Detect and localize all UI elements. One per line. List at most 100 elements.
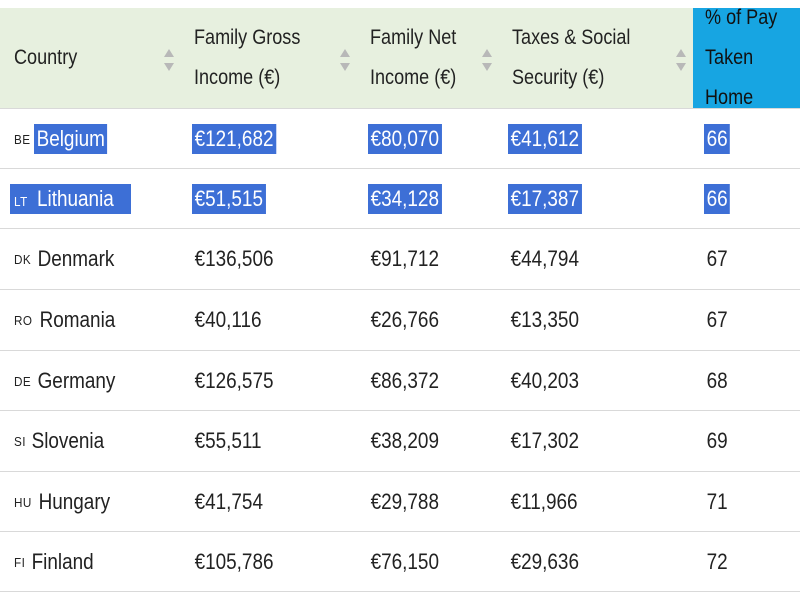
net-cell: €91,712: [368, 229, 454, 289]
gross-value: €41,754: [194, 489, 263, 514]
taxes-cell: €41,612: [508, 109, 594, 169]
table-row[interactable]: DE Germany €126,575 €86,372 €40,203 68: [0, 350, 800, 410]
net-value: €80,070: [368, 124, 442, 154]
net-value: €26,766: [370, 307, 439, 332]
net-value: €29,788: [370, 489, 439, 514]
country-name: Hungary: [38, 489, 110, 514]
column-header-label: Taxes & Social Security (€): [512, 26, 631, 89]
pct-cell: 66: [704, 109, 734, 169]
column-header-label: Family Net Income (€): [370, 26, 457, 89]
column-header-taxes[interactable]: Taxes & Social Security (€): [498, 8, 693, 108]
pct-cell: 71: [704, 472, 734, 532]
gross-value: €121,682: [192, 124, 277, 154]
taxes-value: €41,612: [508, 124, 582, 154]
gross-cell: €126,575: [192, 351, 290, 411]
pct-value: 71: [706, 489, 728, 514]
gross-value: €40,116: [194, 307, 262, 332]
taxes-value: €17,387: [508, 184, 582, 214]
country-cell: BE Belgium: [14, 109, 120, 169]
taxes-value: €44,794: [510, 246, 579, 271]
net-value: €34,128: [368, 184, 442, 214]
country-cell: LT Lithuania: [10, 169, 131, 229]
table-row[interactable]: LT Lithuania €51,515 €34,128 €17,387 66: [0, 168, 800, 228]
net-cell: €86,372: [368, 351, 454, 411]
pct-cell: 66: [704, 169, 734, 229]
net-cell: €29,788: [368, 472, 454, 532]
net-cell: €38,209: [368, 411, 454, 471]
taxes-cell: €29,636: [508, 532, 594, 592]
country-name: Slovenia: [31, 428, 105, 453]
taxes-value: €13,350: [510, 307, 579, 332]
table-bottom-border: [0, 591, 800, 592]
country-name: Denmark: [37, 246, 115, 271]
gross-value: €55,511: [194, 428, 262, 453]
country-code: SI: [14, 433, 26, 449]
country-cell: DE Germany: [14, 351, 132, 411]
net-value: €38,209: [370, 428, 439, 453]
table-row[interactable]: BE Belgium €121,682 €80,070 €41,612 66: [0, 108, 800, 168]
country-cell: DK Denmark: [14, 229, 130, 289]
gross-cell: €121,682: [192, 109, 290, 169]
net-value: €86,372: [370, 368, 439, 393]
country-code: BE: [14, 131, 31, 147]
taxes-cell: €11,966: [508, 472, 592, 532]
gross-value: €126,575: [194, 368, 274, 393]
sort-arrows-icon[interactable]: [339, 46, 351, 74]
table-row[interactable]: RO Romania €40,116 €26,766 €13,350 67: [0, 289, 800, 349]
country-cell: HU Hungary: [14, 472, 125, 532]
taxes-value: €29,636: [510, 549, 579, 574]
pct-value: 69: [706, 428, 728, 453]
pct-value: 67: [706, 307, 728, 332]
pct-cell: 68: [704, 351, 734, 411]
pct-value: 66: [704, 124, 731, 154]
country-code: DE: [14, 373, 32, 389]
country-name: Germany: [37, 368, 116, 393]
gross-cell: €51,515: [192, 169, 278, 229]
table-row[interactable]: DK Denmark €136,506 €91,712 €44,794 67: [0, 228, 800, 288]
country-cell: SI Slovenia: [14, 411, 120, 471]
taxes-cell: €40,203: [508, 351, 594, 411]
country-cell: RO Romania: [14, 290, 131, 350]
taxes-cell: €44,794: [508, 229, 594, 289]
net-cell: €34,128: [368, 169, 454, 229]
country-cell: FI Finland: [14, 532, 107, 592]
net-cell: €26,766: [368, 290, 454, 350]
column-header-gross[interactable]: Family Gross Income (€): [180, 8, 356, 108]
country-name: Belgium: [34, 124, 108, 154]
country-code: FI: [14, 554, 26, 570]
column-header-country[interactable]: Country: [0, 8, 180, 108]
net-value: €91,712: [370, 246, 439, 271]
country-name: Lithuania: [37, 186, 115, 211]
table-row[interactable]: HU Hungary €41,754 €29,788 €11,966 71: [0, 471, 800, 531]
taxes-value: €17,302: [510, 428, 579, 453]
column-header-pct-taken-home[interactable]: % of Pay Taken Home: [693, 6, 800, 109]
column-header-label: Country: [14, 46, 78, 69]
taxes-value: €40,203: [510, 368, 579, 393]
table-header: Country Family Gross Income (€) Family Ne…: [0, 6, 800, 109]
gross-value: €51,515: [192, 184, 266, 214]
gross-cell: €40,116: [192, 290, 276, 350]
pct-value: 68: [706, 368, 728, 393]
sort-arrows-icon[interactable]: [481, 46, 493, 74]
sort-arrows-icon[interactable]: [675, 46, 687, 74]
country-code: DK: [14, 251, 32, 267]
column-header-label: % of Pay Taken Home: [705, 6, 778, 109]
pct-cell: 67: [704, 229, 734, 289]
taxes-cell: €13,350: [508, 290, 594, 350]
net-value: €76,150: [370, 549, 439, 574]
gross-cell: €55,511: [192, 411, 276, 471]
taxes-cell: €17,387: [508, 169, 594, 229]
column-header-label: Family Gross Income (€): [194, 26, 301, 89]
pct-cell: 69: [704, 411, 734, 471]
table-row[interactable]: FI Finland €105,786 €76,150 €29,636 72: [0, 531, 800, 591]
pct-cell: 67: [704, 290, 734, 350]
taxes-value: €11,966: [510, 489, 578, 514]
country-name: Romania: [39, 307, 115, 332]
gross-cell: €41,754: [192, 472, 278, 532]
taxes-cell: €17,302: [508, 411, 594, 471]
gross-value: €105,786: [194, 549, 274, 574]
column-header-net[interactable]: Family Net Income (€): [356, 8, 498, 108]
table-row[interactable]: SI Slovenia €55,511 €38,209 €17,302 69: [0, 410, 800, 470]
sort-arrows-icon[interactable]: [163, 46, 175, 74]
